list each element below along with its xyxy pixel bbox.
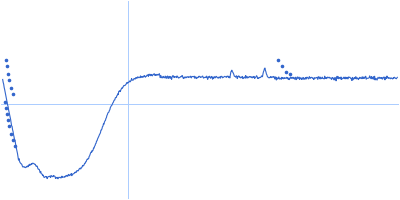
Point [6,79,12,82]
Point [6,124,12,127]
Point [2,59,9,62]
Point [282,71,289,74]
Point [2,106,9,110]
Point [10,92,16,96]
Point [4,73,11,76]
Point [4,118,11,121]
Point [4,65,10,68]
Point [278,65,285,68]
Point [8,86,14,90]
Point [10,138,16,141]
Point [274,59,281,62]
Point [12,144,18,147]
Point [286,73,293,76]
Point [2,100,8,104]
Point [4,112,10,116]
Point [8,132,14,135]
